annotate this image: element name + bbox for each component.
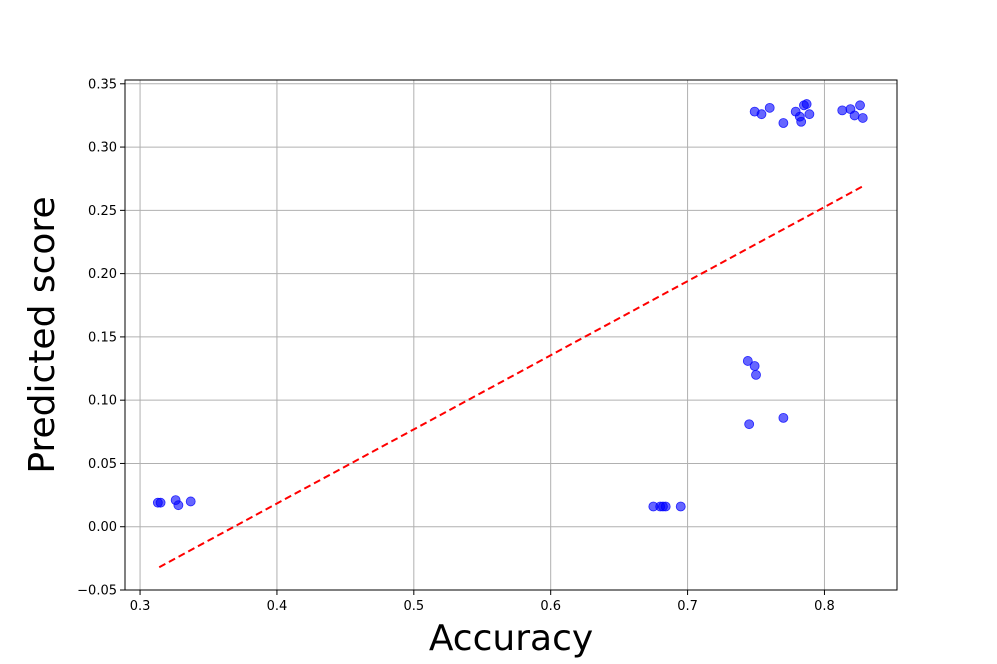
x-tick-label: 0.5: [403, 599, 424, 614]
data-point: [742, 356, 753, 366]
y-tick-label: 0.35: [88, 77, 117, 92]
x-axis-label: Accuracy: [429, 618, 593, 659]
trend-line: [158, 185, 864, 569]
data-point: [173, 500, 184, 511]
x-tick-label: 0.3: [130, 599, 151, 614]
y-tick-label: 0.10: [88, 394, 117, 409]
y-tick-label: 0.15: [88, 330, 117, 345]
plot-frame: [124, 79, 898, 591]
data-point: [155, 497, 166, 508]
data-point: [764, 102, 775, 113]
x-tick-label: 0.7: [677, 599, 698, 614]
y-tick-label: 0.25: [88, 204, 117, 219]
data-point: [837, 105, 848, 116]
grid: [125, 80, 897, 591]
data-point: [857, 113, 868, 123]
plot-background: [125, 80, 897, 590]
y-tick-label: 0.05: [88, 457, 117, 472]
y-axis-label: Predicted score: [22, 196, 63, 473]
data-point: [751, 369, 761, 380]
data-point: [744, 419, 755, 430]
y-tick-label: 0.00: [88, 520, 117, 535]
data-point: [796, 116, 807, 127]
x-tick-label: 0.8: [814, 599, 835, 614]
y-tick-label: 0.30: [88, 141, 117, 156]
data-point: [855, 100, 865, 111]
data-point: [185, 496, 196, 507]
y-tick-label: 0.20: [88, 267, 117, 282]
x-tick-label: 0.4: [267, 599, 288, 614]
x-tick-label: 0.6: [540, 599, 561, 614]
trend-line-group: [158, 185, 864, 569]
data-point: [804, 109, 815, 120]
x-axis-ticks: 0.3 0.4 0.5 0.6 0.7 0.8: [130, 590, 835, 614]
data-points: [152, 99, 868, 512]
data-point: [756, 109, 767, 120]
y-tick-label: −0.05: [77, 584, 117, 599]
data-point: [849, 110, 860, 121]
data-point: [660, 501, 671, 512]
y-axis-ticks: −0.05 0.00 0.05 0.10 0.15 0.20 0.25 0.30 0.35: [77, 77, 125, 599]
data-point: [778, 118, 789, 128]
data-point: [801, 99, 812, 109]
data-point: [675, 501, 686, 512]
data-point: [749, 361, 760, 371]
data-point: [778, 412, 789, 423]
